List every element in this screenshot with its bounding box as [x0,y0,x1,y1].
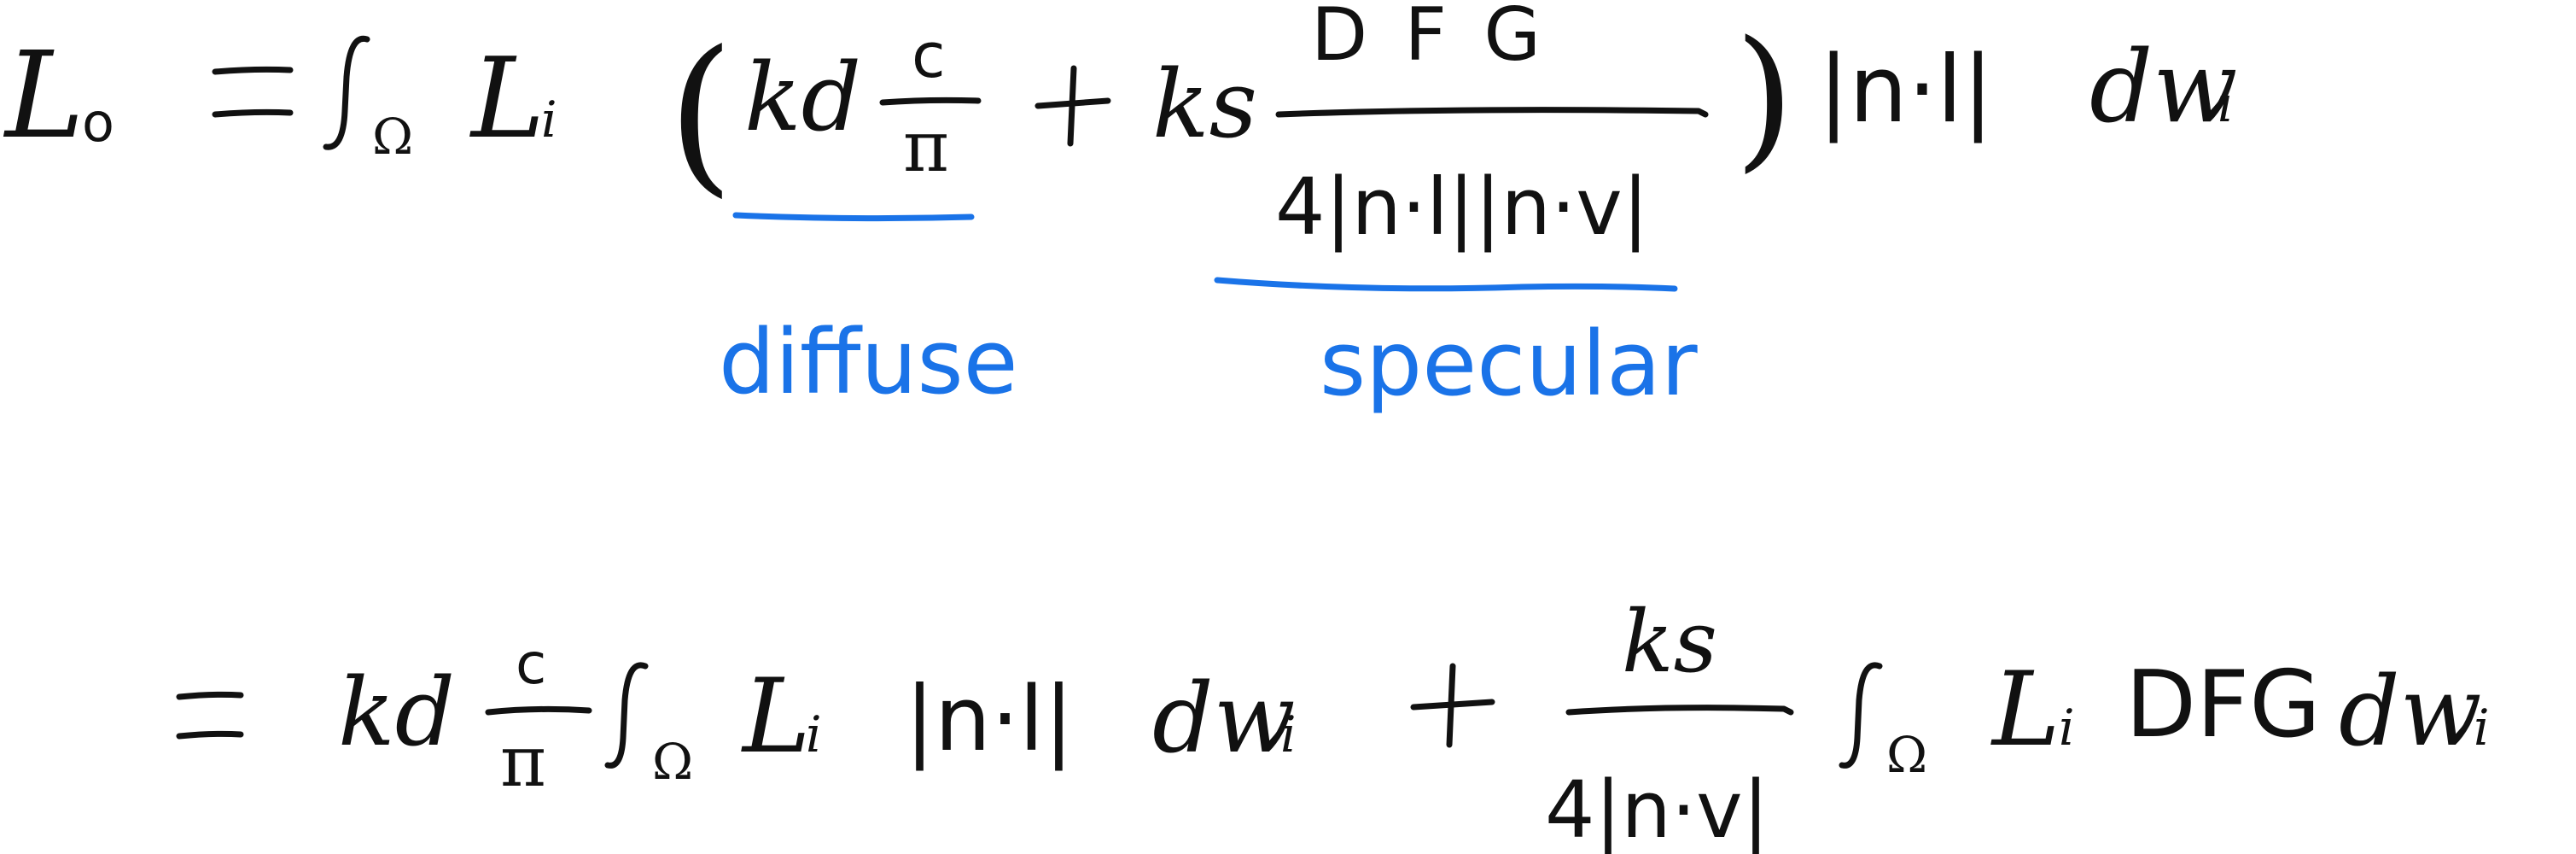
equation-1: L o Ω L i ( kd c π ks D F G 4|n·l||n·v| … [3,0,2238,253]
incident-radiance-1-subscript: i [541,91,557,149]
diffuse-fraction-bar-2 [485,705,592,716]
annotations: diffuse specular [719,212,1698,416]
kd-coefficient-2: kd [338,658,455,767]
integral-sign-2 [604,662,649,769]
dfg-numerator-1: D F G [1311,0,1547,78]
solid-angle-2: dw [1152,664,1296,775]
specular-denominator-1: 4|n·l||n·v| [1275,161,1649,253]
kd-coefficient-1: kd [744,43,861,152]
cosine-term-2: |n·l| [905,667,1074,771]
incident-radiance-3: L [1990,651,2060,769]
incident-radiance-2-subscript: i [806,705,822,763]
specular-denominator-2: 4|n·v| [1545,764,1769,854]
open-paren: ( [667,15,734,214]
solid-angle-3-subscript: i [2474,699,2490,757]
cosine-term-1: |n·l| [1818,37,1994,143]
integral-domain-3: Ω [1886,726,1927,784]
diffuse-underline [732,212,975,222]
albedo-c-2: c [516,631,546,697]
plus-sign-1 [1034,65,1111,147]
close-paren: ) [1734,9,1794,187]
solid-angle-2-subscript: i [1280,705,1297,763]
specular-fraction-bar [1275,107,1709,118]
ks-coefficient-1: ks [1152,50,1257,159]
solid-angle-1: dw [2089,30,2238,145]
incident-radiance-3-subscript: i [2059,699,2075,757]
incident-radiance-1: L [469,33,545,163]
dfg-term-2: DFG [2125,652,2321,758]
plus-sign-2 [1410,663,1495,748]
integral-sign-3 [1839,662,1883,769]
diffuse-label: diffuse [719,310,1018,414]
lhs-subscript: o [82,91,114,154]
lhs-symbol: L [3,26,85,166]
incident-radiance-2: L [741,658,811,776]
specular-underline [1214,277,1678,292]
integral-sign-1 [323,35,370,150]
solid-angle-1-subscript: i [2218,75,2234,133]
equals-sign-1 [212,66,294,118]
pi-symbol-1: π [903,107,949,188]
albedo-c-1: c [912,20,946,91]
solid-angle-3: dw [2339,657,2482,768]
equation-2: kd c π Ω L i |n·l| dw i ks 4|n·v| Ω L i … [176,592,2490,854]
equals-sign-2 [176,691,244,740]
integral-domain-2: Ω [652,733,693,791]
diffuse-fraction-bar-1 [879,97,982,106]
ks-coefficient-2: ks [1622,592,1717,692]
specular-fraction-bar-2 [1565,705,1794,716]
integral-domain-1: Ω [372,108,413,166]
pi-symbol-2: π [500,722,546,803]
specular-label: specular [1320,312,1698,416]
